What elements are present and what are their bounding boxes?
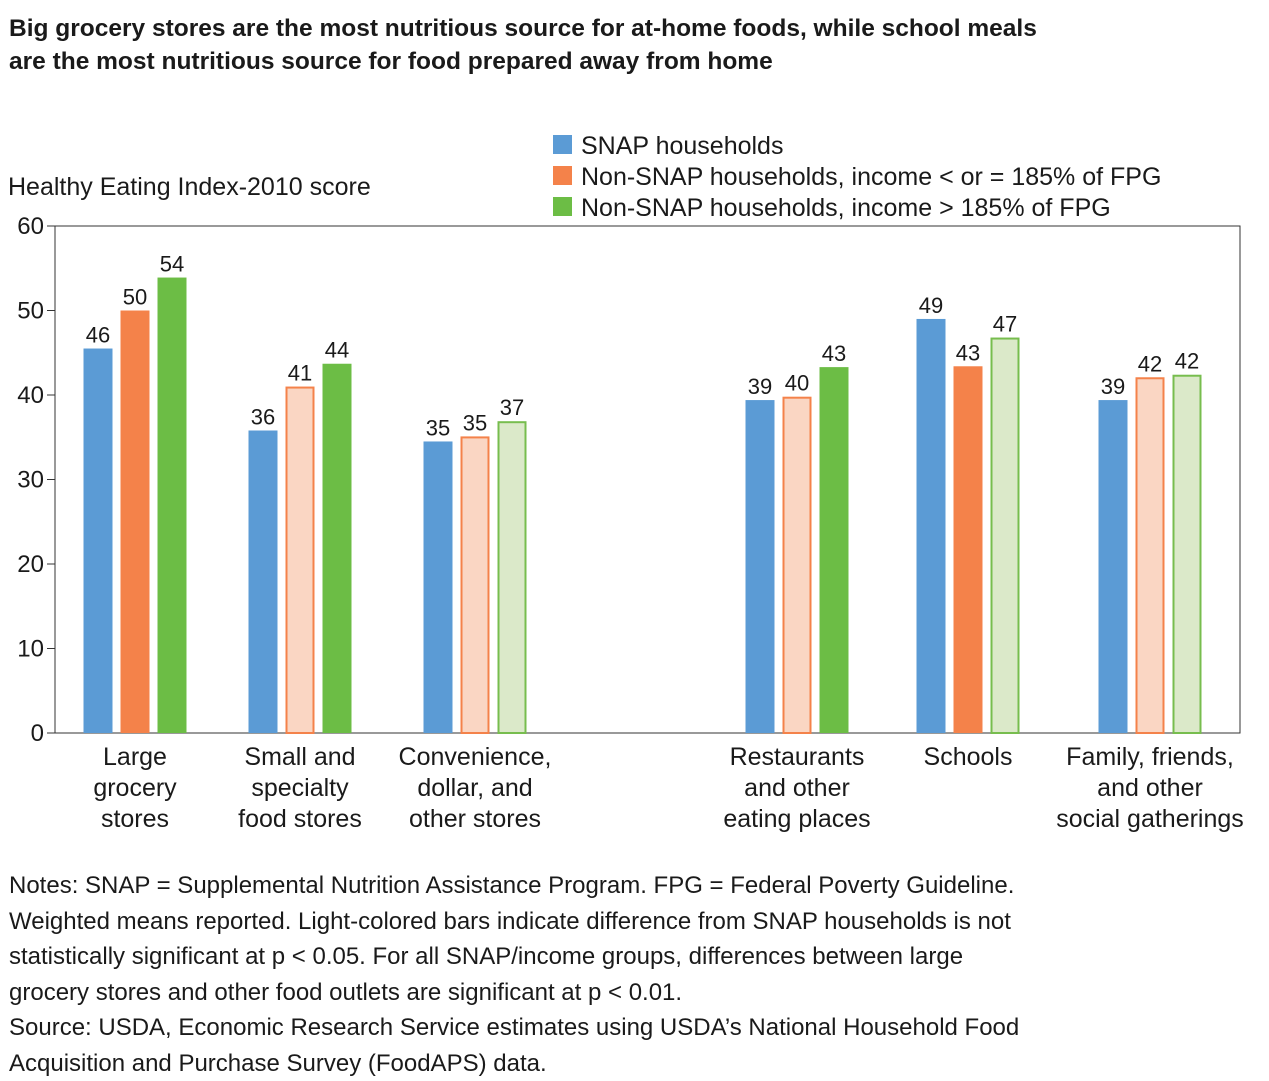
notes-line: Weighted means reported. Light-colored b… — [9, 907, 1011, 935]
chart-title-line: are the most nutritious source for food … — [9, 48, 773, 75]
bar — [916, 318, 946, 733]
legend-swatch-low-income — [553, 165, 572, 185]
bar — [285, 386, 315, 734]
bar — [83, 348, 113, 733]
bar — [460, 436, 490, 734]
x-tick-label: grocery — [93, 774, 177, 802]
y-tick-label: 20 — [17, 551, 44, 578]
legend-item-high-income: Non-SNAP households, income > 185% of FP… — [553, 193, 1161, 224]
bar — [1098, 400, 1128, 733]
x-tick-label: dollar, and — [417, 774, 532, 802]
legend-swatch-high-income — [553, 196, 572, 216]
data-label: 43 — [956, 340, 980, 365]
data-label: 42 — [1175, 349, 1199, 374]
data-label: 35 — [463, 410, 487, 435]
x-tick-label: social gatherings — [1056, 805, 1244, 833]
y-tick-label: 50 — [17, 298, 44, 325]
bar-chart: 0 10 20 30 40 50 60 46 50 54 Large grocery stores 36 4… — [17, 213, 1244, 833]
x-tick-label: stores — [101, 805, 169, 833]
bar — [745, 400, 775, 733]
y-axis-label: Healthy Eating Index-2010 score — [8, 173, 371, 201]
legend-item-snap: SNAP households — [553, 131, 1161, 162]
bar — [953, 366, 983, 733]
data-label: 50 — [123, 285, 147, 310]
y-tick-label: 60 — [17, 213, 44, 240]
x-tick-label: eating places — [723, 805, 870, 833]
data-label: 39 — [1101, 374, 1125, 399]
bar — [423, 441, 453, 733]
data-label: 47 — [993, 312, 1017, 337]
source-line: Acquisition and Purchase Survey (FoodAPS… — [9, 1049, 547, 1077]
x-tick-label: Restaurants — [730, 743, 865, 771]
bar — [819, 367, 849, 733]
data-label: 46 — [86, 323, 110, 348]
bar — [120, 310, 150, 733]
y-tick-label: 0 — [31, 720, 44, 747]
data-label: 42 — [1138, 351, 1162, 376]
data-label: 49 — [919, 293, 943, 318]
x-tick-label: specialty — [251, 774, 349, 802]
x-tick-label: and other — [744, 774, 850, 802]
bar — [1172, 374, 1202, 734]
bar — [1135, 377, 1165, 734]
notes-line: Notes: SNAP = Supplemental Nutrition Ass… — [9, 872, 1015, 899]
chart-notes: Notes: SNAP = Supplemental Nutrition Ass… — [9, 868, 1264, 1081]
bar — [990, 337, 1020, 734]
data-label: 44 — [325, 338, 349, 363]
plot-frame — [54, 225, 1241, 734]
notes-line: grocery stores and other food outlets ar… — [9, 978, 683, 1006]
legend-label: Non-SNAP households, income > 185% of FP… — [581, 194, 1111, 222]
y-tick-label: 10 — [17, 636, 44, 663]
legend-label: SNAP households — [581, 132, 784, 160]
bar — [497, 421, 527, 734]
x-tick-label: Convenience, — [399, 743, 552, 771]
bar — [157, 277, 187, 733]
bar — [782, 396, 812, 734]
y-tick-label: 40 — [17, 382, 44, 409]
legend-item-low-income: Non-SNAP households, income < or = 185% … — [553, 162, 1161, 193]
chart-title: Big grocery stores are the most nutritio… — [9, 12, 1259, 78]
x-tick-label: food stores — [238, 805, 362, 833]
x-tick-label: Large — [103, 743, 167, 771]
data-label: 35 — [426, 415, 450, 440]
legend-swatch-snap — [553, 134, 572, 154]
legend-label: Non-SNAP households, income < or = 185% … — [581, 163, 1162, 191]
chart-title-line: Big grocery stores are the most nutritio… — [9, 15, 1037, 42]
bar — [248, 430, 278, 733]
data-label: 41 — [288, 361, 312, 386]
x-tick-label: Family, friends, — [1066, 743, 1234, 771]
x-tick-label: Schools — [924, 743, 1013, 771]
x-tick-label: other stores — [409, 805, 541, 833]
legend: SNAP households Non-SNAP households, inc… — [553, 131, 1161, 224]
data-label: 43 — [822, 341, 846, 366]
notes-line: statistically significant at p < 0.05. F… — [9, 943, 964, 970]
y-tick-label: 30 — [17, 467, 44, 494]
data-label: 39 — [748, 374, 772, 399]
data-label: 37 — [500, 395, 524, 420]
data-label: 36 — [251, 404, 275, 429]
x-tick-label: Small and — [244, 743, 355, 771]
data-label: 40 — [785, 371, 809, 396]
bar — [322, 363, 352, 733]
source-line: Source: USDA, Economic Research Service … — [9, 1014, 1020, 1041]
data-label: 54 — [160, 252, 184, 277]
x-tick-label: and other — [1097, 774, 1203, 802]
